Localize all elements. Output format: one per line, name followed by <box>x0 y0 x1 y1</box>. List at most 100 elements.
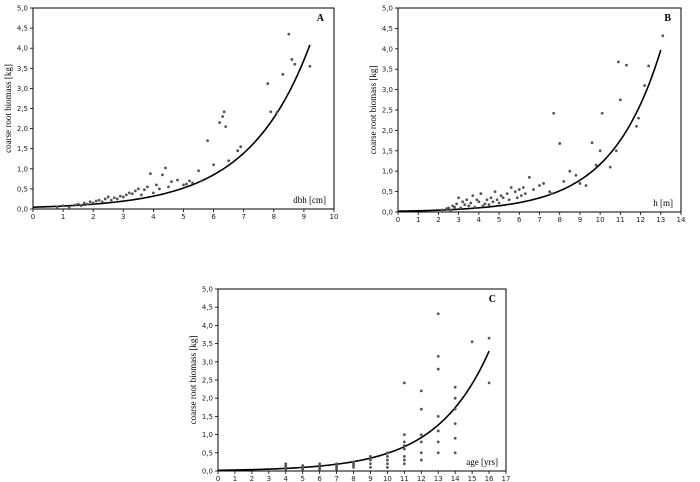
y-tick-label: 1,5 <box>382 147 393 155</box>
panel-letter: A <box>317 13 325 24</box>
data-point <box>136 187 140 191</box>
chart-panel-a: 0 1 2 3 4 5 6 7 8 9 10 0,0 0,5 1,0 1,5 2,0 2,5 3,0 3,5 4,0 4… <box>3 5 338 222</box>
y-tick-label: 0,5 <box>17 185 28 193</box>
y-tick-label: 2,5 <box>17 105 28 113</box>
y-tick-label: 0,5 <box>202 449 213 457</box>
y-tick-label: 2,5 <box>382 107 393 115</box>
data-point <box>402 444 406 447</box>
y-tick-label: 2,5 <box>202 377 213 385</box>
data-point <box>419 451 423 455</box>
data-point <box>85 202 89 206</box>
x-tick-label: 8 <box>351 475 355 482</box>
data-point <box>197 169 200 173</box>
data-point <box>239 145 243 149</box>
data-point <box>369 462 372 466</box>
x-tick-label: 7 <box>537 216 541 224</box>
data-point <box>436 440 440 444</box>
data-point <box>419 440 423 444</box>
data-point <box>590 141 594 145</box>
data-point <box>130 192 134 196</box>
x-tick-label: 14 <box>451 475 460 482</box>
data-point <box>491 200 495 204</box>
data-point <box>521 186 525 189</box>
plot-frame <box>32 7 335 210</box>
y-tick-label: 0,0 <box>202 468 213 476</box>
data-point <box>369 455 372 458</box>
data-point <box>386 465 389 469</box>
data-point <box>436 312 440 316</box>
x-tick-label: 2 <box>436 216 440 224</box>
data-point <box>402 381 406 385</box>
data-point <box>473 205 477 209</box>
data-point <box>419 458 423 462</box>
y-tick-label: 3,5 <box>17 65 28 73</box>
data-point <box>221 115 225 118</box>
x-tick-label: 3 <box>456 216 460 224</box>
data-point <box>402 440 406 444</box>
x-tick-label: 8 <box>272 213 276 221</box>
x-tick-label: 14 <box>677 216 686 224</box>
data-point <box>386 458 389 462</box>
data-point <box>419 433 423 436</box>
y-tick-label: 5,0 <box>382 5 393 13</box>
data-point <box>542 182 545 185</box>
data-point <box>501 196 505 200</box>
data-point <box>467 204 471 208</box>
data-point <box>386 451 389 455</box>
data-point <box>538 184 541 187</box>
x-tick-label: 0 <box>31 213 35 221</box>
data-point <box>436 451 440 455</box>
chart-panel-c: 0 1 2 3 4 5 6 7 8 9 10 11 12 13 14 15 16 170,00,51,01,52,… <box>188 286 510 482</box>
data-point <box>402 458 406 462</box>
data-point <box>647 64 651 68</box>
data-point <box>185 182 188 186</box>
x-tick-label: 4 <box>284 475 289 482</box>
data-point <box>493 190 497 194</box>
y-tick-label: 1,0 <box>382 168 393 176</box>
data-point <box>471 194 475 198</box>
data-point <box>290 58 294 61</box>
data-point <box>275 111 279 114</box>
data-point <box>352 460 355 464</box>
data-point <box>598 149 602 153</box>
data-point <box>97 198 101 202</box>
data-point <box>447 206 450 210</box>
data-point <box>436 367 440 371</box>
data-point <box>118 194 122 198</box>
x-tick-label: 10 <box>330 213 339 221</box>
y-tick-label: 2,0 <box>17 125 28 133</box>
panel-letter: C <box>489 294 496 305</box>
y-axis-label: coarse root biomass [kg] <box>188 336 198 425</box>
data-point <box>507 198 511 202</box>
y-tick-label: 1,0 <box>17 165 28 173</box>
y-axis-label: coarse root biomass [kg] <box>3 64 13 153</box>
data-point <box>206 139 209 143</box>
fit-curve <box>217 350 490 472</box>
data-point <box>419 389 423 393</box>
data-point <box>127 191 131 195</box>
data-point <box>79 204 83 208</box>
data-point <box>419 407 423 411</box>
x-tick-label: 2 <box>250 475 254 482</box>
data-point <box>142 188 146 192</box>
data-point <box>139 193 143 197</box>
data-point <box>133 189 137 193</box>
fit-curve <box>397 49 662 212</box>
data-point <box>55 205 59 209</box>
y-tick-label: 2,0 <box>382 127 393 135</box>
data-point <box>487 336 491 340</box>
panel-letter: B <box>664 13 671 24</box>
y-tick-label: 1,0 <box>202 431 213 439</box>
x-tick-label: 10 <box>383 475 392 482</box>
data-point <box>453 205 456 209</box>
data-point <box>115 197 119 201</box>
data-point <box>182 183 185 187</box>
data-point <box>152 191 155 195</box>
data-point <box>453 407 457 411</box>
data-point <box>218 121 222 124</box>
y-tick-label: 4,0 <box>202 322 213 330</box>
data-point <box>155 183 158 187</box>
data-point <box>318 462 322 466</box>
data-point <box>477 200 481 204</box>
data-point <box>236 149 240 153</box>
